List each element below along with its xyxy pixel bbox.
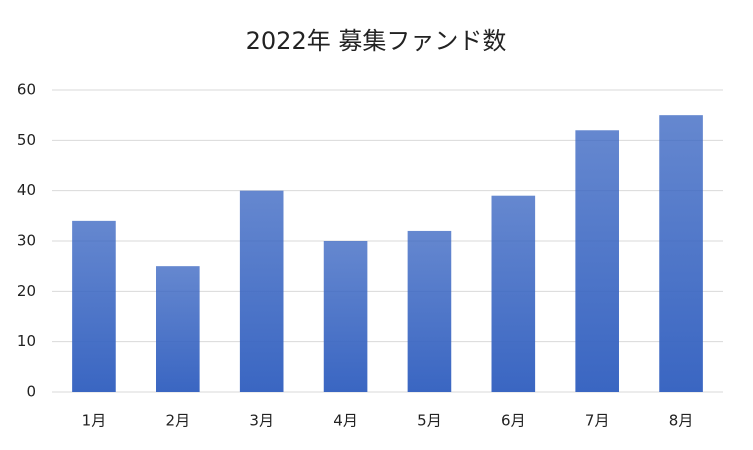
bar <box>575 130 619 392</box>
bar <box>407 230 452 392</box>
y-tick-label: 0 <box>26 383 36 401</box>
x-tick-label: 6月 <box>501 412 526 430</box>
y-tick-label: 30 <box>17 232 36 250</box>
bar <box>239 190 284 392</box>
x-tick-label: 2月 <box>166 412 191 430</box>
x-tick-label: 3月 <box>249 412 274 430</box>
x-tick-label: 4月 <box>333 412 358 430</box>
bar <box>659 115 703 393</box>
y-tick-label: 60 <box>17 81 36 99</box>
x-tick-label: 5月 <box>417 412 442 430</box>
y-tick-label: 10 <box>17 332 36 350</box>
bar <box>491 195 536 392</box>
y-tick-label: 20 <box>17 282 36 300</box>
x-tick-label: 1月 <box>82 412 107 430</box>
bar <box>323 241 368 392</box>
x-tick-label: 7月 <box>585 412 610 430</box>
x-tick-label: 8月 <box>669 412 694 430</box>
chart-title: 2022年 募集ファンド数 <box>246 27 507 55</box>
y-tick-label: 50 <box>17 131 36 149</box>
bar <box>72 220 116 392</box>
y-tick-label: 40 <box>17 181 36 199</box>
bar <box>156 266 200 392</box>
